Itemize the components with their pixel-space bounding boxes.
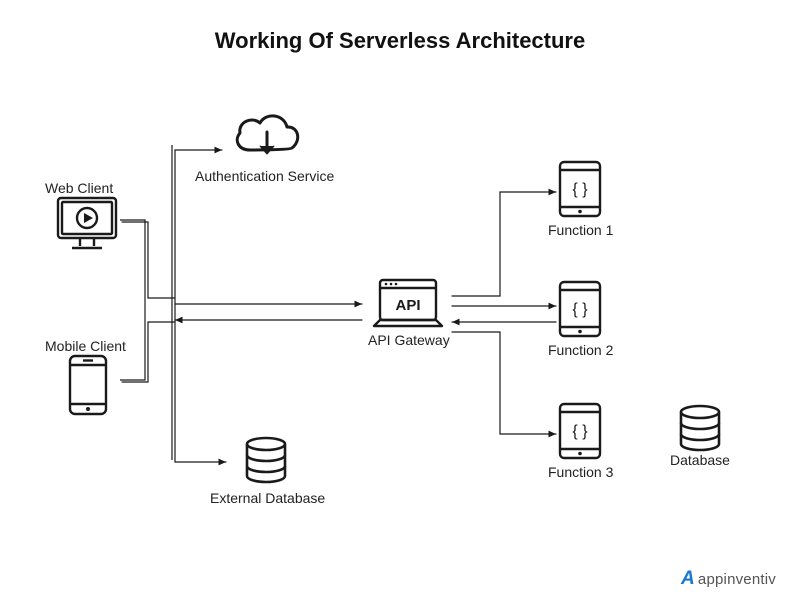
web-client-label: Web Client [45,180,113,196]
external-db-icon [247,438,285,482]
logo-mark: A [681,568,695,590]
fn3-label: Function 3 [548,464,613,480]
edges [120,145,172,460]
api-gateway-label: API Gateway [368,332,450,348]
mobile-client-icon [70,356,106,414]
database-icon [681,406,719,450]
svg-text:{ }: { } [572,181,588,198]
function3-icon: { } [560,404,600,458]
fn1-label: Function 1 [548,222,613,238]
function2-icon: { } [560,282,600,336]
auth-label: Authentication Service [195,168,334,184]
web-client-icon [58,198,116,248]
logo-text: appinventiv [698,571,776,588]
footer-logo: Aappinventiv [681,568,776,590]
svg-text:{ }: { } [572,301,588,318]
diagram-canvas: API { } { } { } [0,0,800,606]
mobile-client-label: Mobile Client [45,338,126,354]
svg-text:{ }: { } [572,423,588,440]
ext-db-label: External Database [210,490,325,506]
cloud-icon [237,116,297,154]
function1-icon: { } [560,162,600,216]
api-gateway-icon: API [374,280,442,326]
diagram-title: Working Of Serverless Architecture [0,28,800,54]
api-badge: API [395,297,420,314]
fn2-label: Function 2 [548,342,613,358]
db-label: Database [670,452,730,468]
